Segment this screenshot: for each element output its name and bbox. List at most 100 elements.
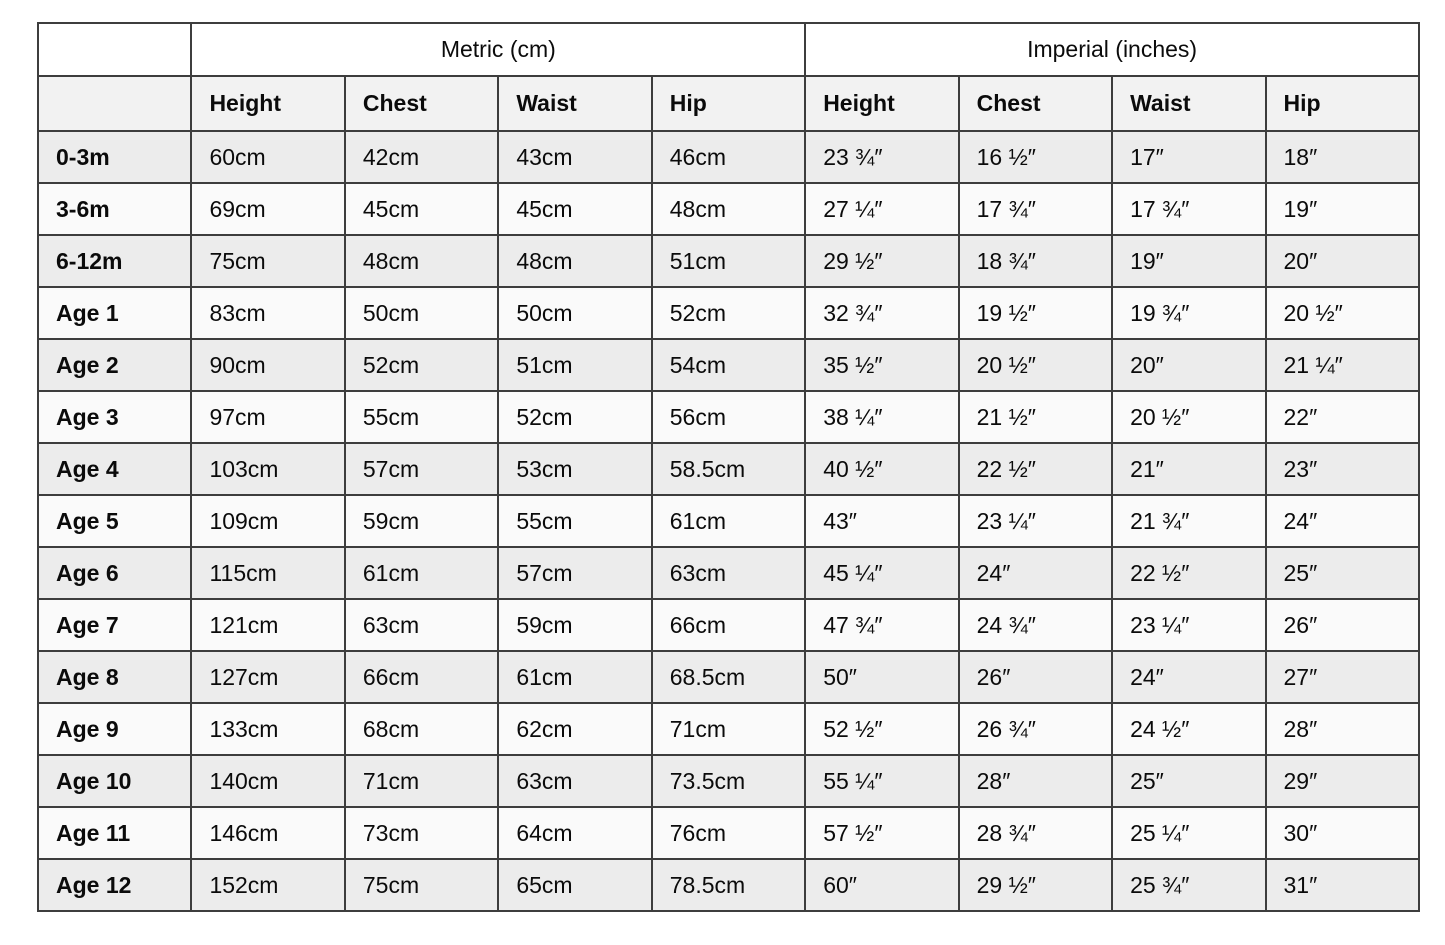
imperial-hip-cell: 30″ <box>1264 806 1420 860</box>
row-label: Age 5 <box>36 494 193 548</box>
imperial-waist-cell: 25 ¾″ <box>1111 858 1267 912</box>
table-body: 0-3m 60cm 42cm 43cm 46cm 23 ¾″ 16 ½″ 17″ 18″ 3-6m… <box>36 130 1420 912</box>
imperial-chest-cell: 26″ <box>957 650 1114 704</box>
imperial-hip-cell: 27″ <box>1264 650 1420 704</box>
imperial-waist-cell: 21″ <box>1111 442 1267 496</box>
imperial-hip-cell: 20 ½″ <box>1264 286 1420 340</box>
metric-hip-cell: 48cm <box>650 182 807 236</box>
metric-height-cell: 121cm <box>190 598 346 652</box>
imperial-chest-header: Chest <box>957 75 1114 132</box>
row-label: Age 6 <box>36 546 193 600</box>
metric-height-cell: 69cm <box>190 182 346 236</box>
imperial-height-cell: 27 ¼″ <box>804 182 960 236</box>
metric-waist-cell: 50cm <box>497 286 653 340</box>
metric-chest-cell: 68cm <box>343 702 500 756</box>
metric-chest-cell: 48cm <box>343 234 500 288</box>
metric-height-cell: 127cm <box>190 650 346 704</box>
imperial-waist-cell: 20 ½″ <box>1111 390 1267 444</box>
metric-height-cell: 152cm <box>190 858 346 912</box>
imperial-waist-cell: 24 ½″ <box>1111 702 1267 756</box>
metric-chest-cell: 59cm <box>343 494 500 548</box>
imperial-chest-cell: 20 ½″ <box>957 338 1114 392</box>
imperial-chest-cell: 28″ <box>957 754 1114 808</box>
imperial-chest-cell: 26 ¾″ <box>957 702 1114 756</box>
imperial-height-cell: 40 ½″ <box>804 442 960 496</box>
imperial-waist-cell: 22 ½″ <box>1111 546 1267 600</box>
metric-height-cell: 146cm <box>190 806 346 860</box>
metric-hip-cell: 66cm <box>650 598 807 652</box>
imperial-height-cell: 29 ½″ <box>804 234 960 288</box>
imperial-chest-cell: 19 ½″ <box>957 286 1114 340</box>
metric-height-cell: 133cm <box>190 702 346 756</box>
table-row: Age 5 109cm 59cm 55cm 61cm 43″ 23 ¼″ 21 ¾″ 24″ <box>36 494 1420 548</box>
imperial-waist-cell: 20″ <box>1111 338 1267 392</box>
imperial-height-header: Height <box>804 75 960 132</box>
row-label: Age 10 <box>36 754 193 808</box>
metric-hip-cell: 56cm <box>650 390 807 444</box>
imperial-hip-cell: 19″ <box>1264 182 1420 236</box>
imperial-height-cell: 45 ¼″ <box>804 546 960 600</box>
metric-height-header: Height <box>190 75 346 132</box>
row-label: 6-12m <box>36 234 193 288</box>
imperial-hip-cell: 23″ <box>1264 442 1420 496</box>
metric-hip-header: Hip <box>650 75 807 132</box>
imperial-chest-cell: 16 ½″ <box>957 130 1114 184</box>
imperial-chest-cell: 23 ¼″ <box>957 494 1114 548</box>
row-label: Age 9 <box>36 702 193 756</box>
table-row: Age 8 127cm 66cm 61cm 68.5cm 50″ 26″ 24″ 27″ <box>36 650 1420 704</box>
imperial-chest-cell: 18 ¾″ <box>957 234 1114 288</box>
metric-waist-cell: 45cm <box>497 182 653 236</box>
row-label: Age 3 <box>36 390 193 444</box>
row-label-header <box>36 75 193 132</box>
imperial-chest-cell: 21 ½″ <box>957 390 1114 444</box>
table-row: Age 9 133cm 68cm 62cm 71cm 52 ½″ 26 ¾″ 24 ½″ 28″ <box>36 702 1420 756</box>
metric-hip-cell: 76cm <box>650 806 807 860</box>
imperial-waist-cell: 23 ¼″ <box>1111 598 1267 652</box>
metric-chest-cell: 66cm <box>343 650 500 704</box>
metric-hip-cell: 61cm <box>650 494 807 548</box>
metric-height-cell: 60cm <box>190 130 346 184</box>
metric-hip-cell: 71cm <box>650 702 807 756</box>
metric-chest-cell: 50cm <box>343 286 500 340</box>
imperial-group-header: Imperial (inches) <box>804 22 1420 77</box>
table-row: 6-12m 75cm 48cm 48cm 51cm 29 ½″ 18 ¾″ 19″ 20″ <box>36 234 1420 288</box>
metric-chest-cell: 71cm <box>343 754 500 808</box>
imperial-height-cell: 43″ <box>804 494 960 548</box>
imperial-waist-cell: 17″ <box>1111 130 1267 184</box>
imperial-chest-cell: 29 ½″ <box>957 858 1114 912</box>
row-label: Age 8 <box>36 650 193 704</box>
table-row: Age 4 103cm 57cm 53cm 58.5cm 40 ½″ 22 ½″ 21″ 23″ <box>36 442 1420 496</box>
imperial-hip-cell: 24″ <box>1264 494 1420 548</box>
metric-hip-cell: 58.5cm <box>650 442 807 496</box>
metric-chest-cell: 63cm <box>343 598 500 652</box>
metric-chest-cell: 55cm <box>343 390 500 444</box>
metric-height-cell: 97cm <box>190 390 346 444</box>
imperial-waist-cell: 17 ¾″ <box>1111 182 1267 236</box>
metric-height-cell: 75cm <box>190 234 346 288</box>
imperial-chest-cell: 24 ¾″ <box>957 598 1114 652</box>
group-header-row: Metric (cm) Imperial (inches) <box>36 22 1420 77</box>
metric-chest-cell: 52cm <box>343 338 500 392</box>
row-label: 3-6m <box>36 182 193 236</box>
metric-waist-cell: 64cm <box>497 806 653 860</box>
metric-group-header: Metric (cm) <box>190 22 807 77</box>
row-label: Age 11 <box>36 806 193 860</box>
table-row: Age 7 121cm 63cm 59cm 66cm 47 ¾″ 24 ¾″ 23 ¼″ 26″ <box>36 598 1420 652</box>
imperial-hip-cell: 20″ <box>1264 234 1420 288</box>
metric-chest-header: Chest <box>343 75 500 132</box>
row-label: Age 12 <box>36 858 193 912</box>
imperial-waist-cell: 21 ¾″ <box>1111 494 1267 548</box>
metric-height-cell: 103cm <box>190 442 346 496</box>
metric-waist-cell: 48cm <box>497 234 653 288</box>
imperial-height-cell: 60″ <box>804 858 960 912</box>
metric-chest-cell: 45cm <box>343 182 500 236</box>
imperial-waist-cell: 19″ <box>1111 234 1267 288</box>
column-header-row: Height Chest Waist Hip Height Chest Wais… <box>36 75 1420 132</box>
imperial-hip-cell: 18″ <box>1264 130 1420 184</box>
table-row: Age 3 97cm 55cm 52cm 56cm 38 ¼″ 21 ½″ 20 ½″ 22″ <box>36 390 1420 444</box>
imperial-height-cell: 55 ¼″ <box>804 754 960 808</box>
table-row: Age 12 152cm 75cm 65cm 78.5cm 60″ 29 ½″ 25 ¾″ 31… <box>36 858 1420 912</box>
imperial-hip-cell: 22″ <box>1264 390 1420 444</box>
metric-waist-cell: 62cm <box>497 702 653 756</box>
metric-waist-cell: 53cm <box>497 442 653 496</box>
